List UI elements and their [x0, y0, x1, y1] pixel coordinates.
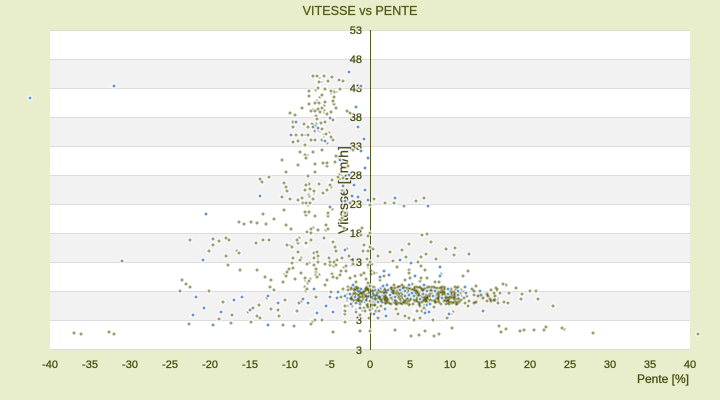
- svg-text:-10: -10: [282, 359, 298, 371]
- svg-text:-40: -40: [42, 359, 58, 371]
- svg-text:3: 3: [356, 315, 362, 327]
- svg-text:20: 20: [524, 359, 536, 371]
- svg-text:Pente [%]: Pente [%]: [637, 372, 689, 386]
- svg-text:15: 15: [484, 359, 496, 371]
- svg-text:-25: -25: [162, 359, 178, 371]
- svg-text:-5: -5: [325, 359, 335, 371]
- svg-text:23: 23: [350, 199, 362, 211]
- svg-text:28: 28: [350, 170, 362, 182]
- svg-text:3: 3: [356, 345, 362, 357]
- svg-text:18: 18: [350, 228, 362, 240]
- svg-text:5: 5: [407, 359, 413, 371]
- svg-text:53: 53: [350, 25, 362, 37]
- svg-text:-15: -15: [242, 359, 258, 371]
- svg-text:40: 40: [684, 359, 696, 371]
- svg-text:-30: -30: [122, 359, 138, 371]
- svg-text:VITESSE vs PENTE: VITESSE vs PENTE: [303, 4, 418, 18]
- svg-text:0: 0: [367, 359, 373, 371]
- svg-text:25: 25: [564, 359, 576, 371]
- svg-text:10: 10: [444, 359, 456, 371]
- svg-text:-35: -35: [82, 359, 98, 371]
- svg-text:38: 38: [350, 112, 362, 124]
- svg-text:35: 35: [644, 359, 656, 371]
- svg-text:48: 48: [350, 54, 362, 66]
- svg-text:-20: -20: [202, 359, 218, 371]
- svg-text:30: 30: [604, 359, 616, 371]
